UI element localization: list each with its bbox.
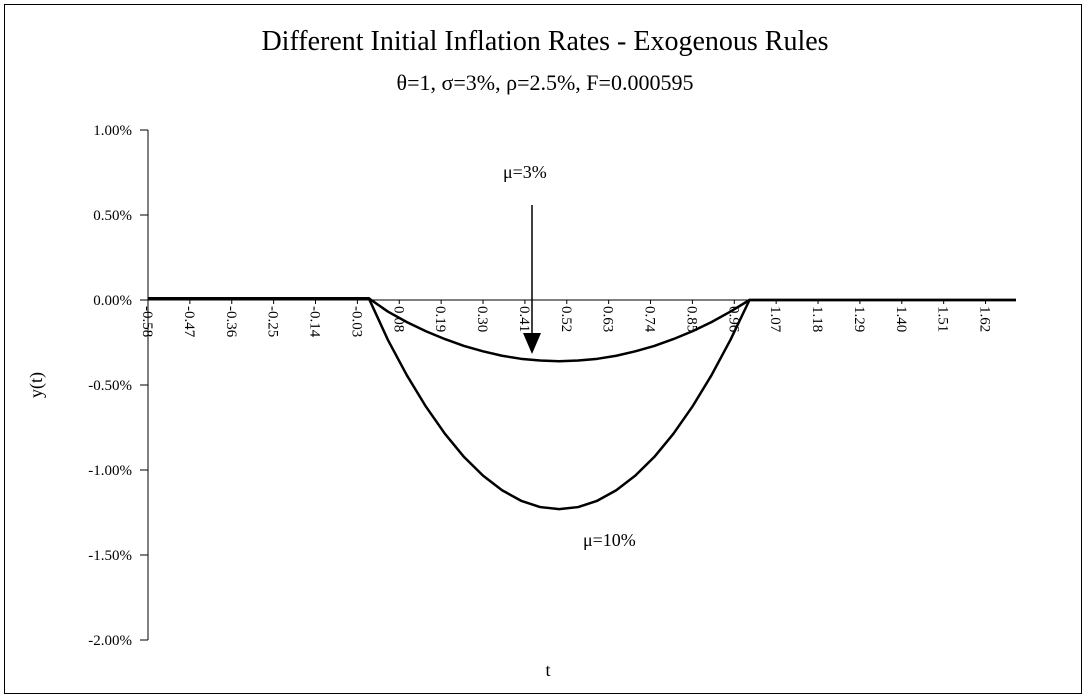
x-tick-label: 0.19 bbox=[432, 306, 448, 332]
x-tick-label: 0.63 bbox=[600, 306, 616, 332]
x-tick-label: -0.25 bbox=[265, 306, 281, 337]
x-tick-label: 1.62 bbox=[977, 306, 993, 332]
x-tick-label: -0.58 bbox=[139, 306, 155, 337]
y-tick-label: -2.00% bbox=[88, 633, 132, 649]
x-tick-label: -0.36 bbox=[223, 306, 239, 338]
y-tick-label: 0.00% bbox=[93, 293, 132, 309]
annotation: μ=3% bbox=[503, 162, 547, 182]
x-tick-label: 1.29 bbox=[851, 306, 867, 332]
line-series bbox=[148, 297, 1016, 511]
x-tick-label: 1.07 bbox=[767, 306, 783, 333]
x-tick-label: 0.52 bbox=[558, 306, 574, 332]
x-tick-label: 0.85 bbox=[683, 306, 699, 332]
x-tick-label: 1.51 bbox=[935, 306, 951, 332]
x-tick-label: 0.74 bbox=[642, 306, 658, 333]
y-tick-label: -0.50% bbox=[88, 378, 132, 394]
x-tick-label: 1.18 bbox=[809, 306, 825, 332]
x-tick-label: 1.40 bbox=[893, 306, 909, 332]
y-tick-label: -1.00% bbox=[88, 463, 132, 479]
arrow-head bbox=[523, 333, 541, 354]
x-tick-label: 0.08 bbox=[390, 306, 406, 332]
y-tick-label: -1.50% bbox=[88, 548, 132, 564]
x-tick-label: 0.41 bbox=[516, 306, 532, 332]
x-tick-label: 0.30 bbox=[474, 306, 490, 332]
chart-title: Different Initial Inflation Rates - Exog… bbox=[261, 26, 828, 57]
x-tick-label: -0.14 bbox=[307, 306, 323, 338]
chart-subtitle: θ=1, σ=3%, ρ=2.5%, F=0.000595 bbox=[397, 70, 694, 95]
line-series bbox=[148, 297, 1016, 363]
x-tick-label: -0.47 bbox=[181, 306, 197, 338]
y-tick-label: 1.00% bbox=[93, 123, 132, 139]
y-tick-label: 0.50% bbox=[93, 208, 132, 224]
chart-border bbox=[4, 4, 1082, 694]
y-axis-label: y(t) bbox=[26, 372, 47, 398]
x-tick-label: -0.03 bbox=[348, 306, 364, 337]
annotation: μ=10% bbox=[583, 530, 636, 550]
x-axis-label: t bbox=[545, 660, 550, 680]
